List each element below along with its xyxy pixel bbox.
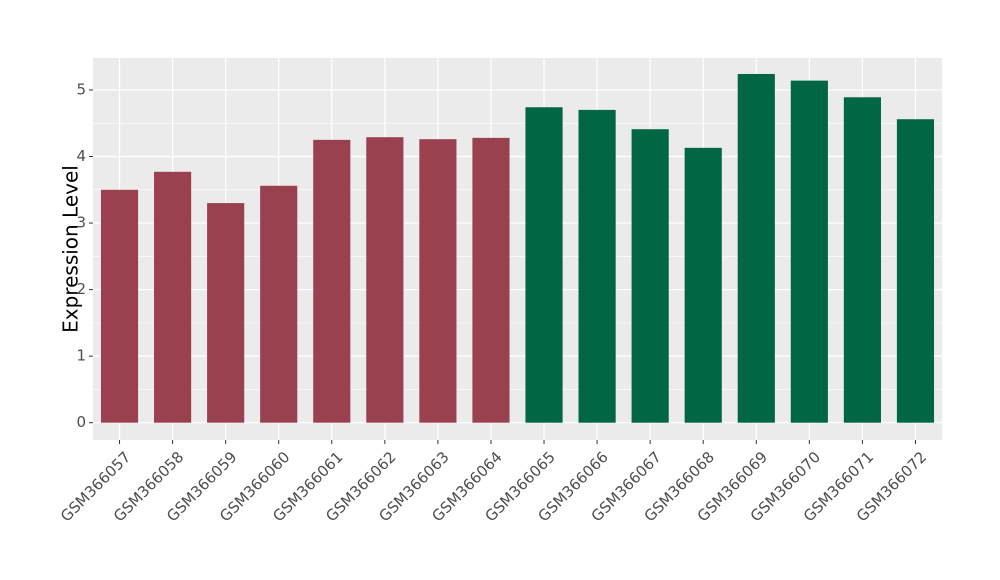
- bar: [843, 97, 881, 423]
- bar: [313, 139, 351, 423]
- bar: [154, 171, 192, 423]
- bar: [737, 73, 775, 423]
- y-tick-label: 2: [76, 280, 86, 298]
- y-tick-label: 0: [76, 413, 86, 431]
- bar: [631, 129, 669, 423]
- bar: [260, 185, 298, 423]
- y-axis-label: Expression Level: [59, 165, 83, 333]
- bar: [578, 109, 616, 423]
- y-tick-label: 4: [76, 147, 86, 165]
- bar: [207, 203, 245, 423]
- bar: [896, 119, 935, 423]
- y-tick-label: 3: [76, 214, 86, 232]
- bar: [419, 139, 457, 423]
- y-tick-label: 1: [76, 347, 86, 365]
- bar: [684, 147, 722, 423]
- bar: [366, 137, 404, 423]
- y-tick-label: 5: [76, 80, 86, 98]
- bar: [525, 107, 563, 423]
- bar: [100, 189, 139, 423]
- bar: [472, 137, 510, 423]
- bar: [790, 80, 828, 423]
